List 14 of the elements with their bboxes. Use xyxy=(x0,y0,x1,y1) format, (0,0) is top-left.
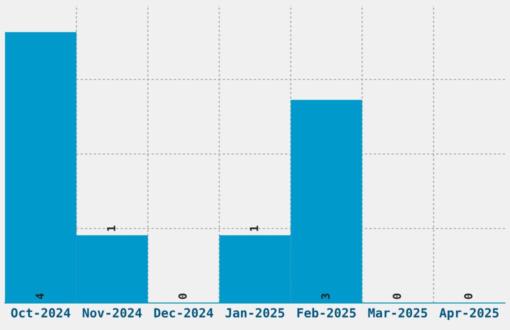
x-tick-label: Dec-2024 xyxy=(154,308,214,318)
data-label: 0 xyxy=(464,294,473,299)
x-tick-label: Nov-2024 xyxy=(82,308,142,318)
x-tick-label: Apr-2025 xyxy=(439,308,499,320)
x-tick-label: Mar-2025 xyxy=(368,308,428,318)
x-tick-label: Oct-2024 xyxy=(11,308,70,318)
data-label: 0 xyxy=(392,294,402,299)
data-label: 1 xyxy=(250,226,258,231)
x-tick-label: Feb-2025 xyxy=(297,308,356,318)
x-tick-label: Jan-2025 xyxy=(226,308,284,318)
data-label: 3 xyxy=(321,294,330,299)
data-label: 1 xyxy=(107,226,116,231)
data-label: 0 xyxy=(178,294,187,299)
data-label: 4 xyxy=(36,293,44,300)
